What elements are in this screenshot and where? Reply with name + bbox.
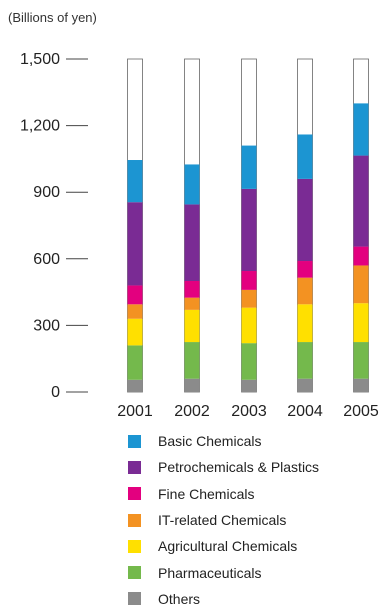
legend-entry: IT-related Chemicals	[128, 507, 319, 533]
bar-segment-basic-chemicals	[297, 134, 313, 179]
bar-segment-fine-chemicals	[184, 281, 200, 298]
bar-segment-it-related-chemicals	[297, 277, 313, 305]
bar-segment-basic-chemicals	[127, 160, 143, 203]
legend-swatch	[128, 566, 141, 580]
bar-segment-agricultural-chemicals	[127, 318, 143, 346]
bar-segment-agricultural-chemicals	[353, 303, 369, 343]
bar-segment-petrochemicals-plastics	[127, 202, 143, 286]
bar-segment-petrochemicals-plastics	[241, 188, 257, 272]
legend-entry: Basic Chemicals	[128, 428, 319, 454]
bar-segment-pharmaceuticals	[297, 342, 313, 379]
legend-label: Fine Chemicals	[158, 485, 255, 502]
bar-segment-others	[127, 379, 143, 392]
y-axis-unit-label: (Billions of yen)	[8, 10, 97, 25]
legend-swatch	[128, 434, 141, 448]
y-tick-label: 1,500	[20, 51, 60, 68]
bar-segment-others	[297, 378, 313, 392]
legend-label: IT-related Chemicals	[158, 512, 287, 529]
bar-segment-pharmaceuticals	[241, 343, 257, 380]
legend-label: Agricultural Chemicals	[158, 538, 298, 555]
y-tick-label: 900	[33, 184, 60, 201]
legend-swatch	[128, 592, 141, 606]
legend-entry: Petrochemicals & Plastics	[128, 454, 319, 480]
bar-segment-it-related-chemicals	[127, 304, 143, 319]
legend-entry: Pharmaceuticals	[128, 559, 319, 585]
bar-segment-others	[353, 378, 369, 392]
y-tick-label: 1,200	[20, 118, 60, 135]
bar-segment-others	[241, 379, 257, 392]
bar-segment-basic-chemicals	[241, 145, 257, 189]
legend-swatch	[128, 487, 141, 501]
legend-swatch	[128, 513, 141, 527]
bar-segment-fine-chemicals	[297, 261, 313, 278]
bar-segment-fine-chemicals	[241, 271, 257, 290]
bar-segment-pharmaceuticals	[127, 345, 143, 380]
bar-segment-fine-chemicals	[353, 246, 369, 266]
chart-legend: Basic Chemicals Petrochemicals & Plastics…	[128, 428, 319, 612]
bar-segment-others	[184, 378, 200, 392]
bar-segment-agricultural-chemicals	[297, 304, 313, 343]
bar-segment-agricultural-chemicals	[241, 307, 257, 344]
legend-entry: Others	[128, 586, 319, 612]
bar-segment-pharmaceuticals	[184, 342, 200, 379]
bar-segment-basic-chemicals	[353, 103, 369, 156]
bar-segment-petrochemicals-plastics	[184, 204, 200, 281]
bar-segment-petrochemicals-plastics	[297, 178, 313, 262]
legend-entry: Fine Chemicals	[128, 481, 319, 507]
bar-segment-it-related-chemicals	[184, 297, 200, 310]
legend-label: Petrochemicals & Plastics	[158, 459, 320, 476]
bar-segment-petrochemicals-plastics	[353, 155, 369, 247]
bar-segment-it-related-chemicals	[241, 289, 257, 308]
bar-segment-basic-chemicals	[184, 164, 200, 205]
x-tick-label: 2005	[343, 403, 379, 420]
bar-segment-fine-chemicals	[127, 285, 143, 305]
bar-segment-it-related-chemicals	[353, 265, 369, 304]
legend-swatch	[128, 460, 141, 474]
legend-swatch	[128, 539, 141, 553]
x-tick-label: 2001	[117, 403, 153, 420]
bar-segment-pharmaceuticals	[353, 342, 369, 379]
x-tick-label: 2003	[231, 403, 267, 420]
y-tick-label: 600	[33, 251, 60, 268]
y-tick-label: 300	[33, 317, 60, 334]
legend-entry: Agricultural Chemicals	[128, 533, 319, 559]
y-tick-label: 0	[51, 384, 60, 401]
bar-segment-agricultural-chemicals	[184, 309, 200, 343]
legend-label: Others	[158, 590, 201, 607]
x-tick-label: 2002	[174, 403, 210, 420]
legend-label: Basic Chemicals	[158, 433, 262, 450]
legend-label: Pharmaceuticals	[158, 564, 262, 581]
x-tick-label: 2004	[287, 403, 323, 420]
